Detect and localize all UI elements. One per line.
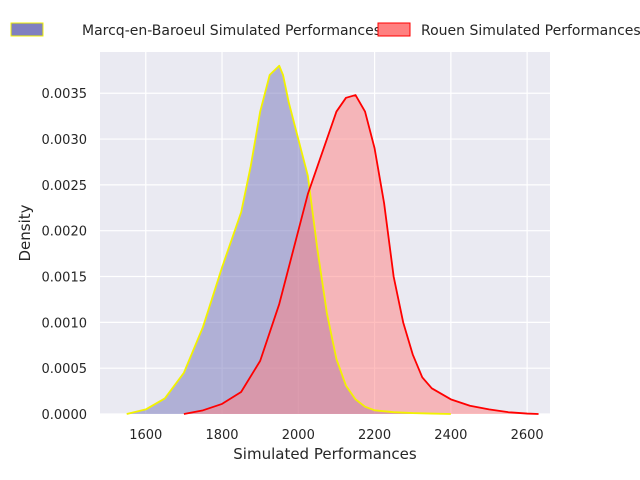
y-tick-label-0: 0.0000 (42, 408, 88, 423)
y-tick-label-7: 0.0035 (42, 87, 88, 102)
x-tick-label-5: 2600 (511, 428, 544, 443)
y-tick-label-2: 0.0010 (42, 316, 88, 331)
y-tick-label-3: 0.0015 (42, 271, 88, 286)
y-tick-label-5: 0.0025 (42, 179, 88, 194)
x-axis-label: Simulated Performances (233, 445, 417, 463)
y-axis-ticks: 0.0000 0.0005 0.0010 0.0015 0.0020 0.0025 0.00… (42, 87, 88, 423)
series-1-area (183, 95, 539, 414)
x-axis-ticks: 1600 1800 2000 2200 2400 2600 (129, 428, 543, 443)
legend-label-1: Rouen Simulated Performances (421, 23, 640, 39)
y-tick-label-1: 0.0005 (42, 362, 88, 377)
y-tick-label-6: 0.0030 (42, 133, 88, 148)
x-tick-label-1: 1800 (205, 428, 238, 443)
x-tick-label-0: 1600 (129, 428, 162, 443)
x-tick-label-4: 2400 (434, 428, 467, 443)
legend: Marcq-en-Baroeul Simulated Performances R… (10, 22, 640, 39)
legend-swatch-1 (377, 22, 411, 37)
series-0-line (126, 64, 451, 415)
legend-label-0: Marcq-en-Baroeul Simulated Performances (82, 23, 381, 39)
series-0-area (126, 65, 451, 414)
x-tick-label-3: 2200 (358, 428, 391, 443)
x-tick-label-2: 2000 (282, 428, 315, 443)
series-layer (126, 64, 539, 415)
y-axis-label: Density (16, 204, 34, 261)
legend-swatch-0 (10, 22, 44, 37)
y-tick-label-4: 0.0020 (42, 225, 88, 240)
series-1-line (183, 94, 539, 415)
